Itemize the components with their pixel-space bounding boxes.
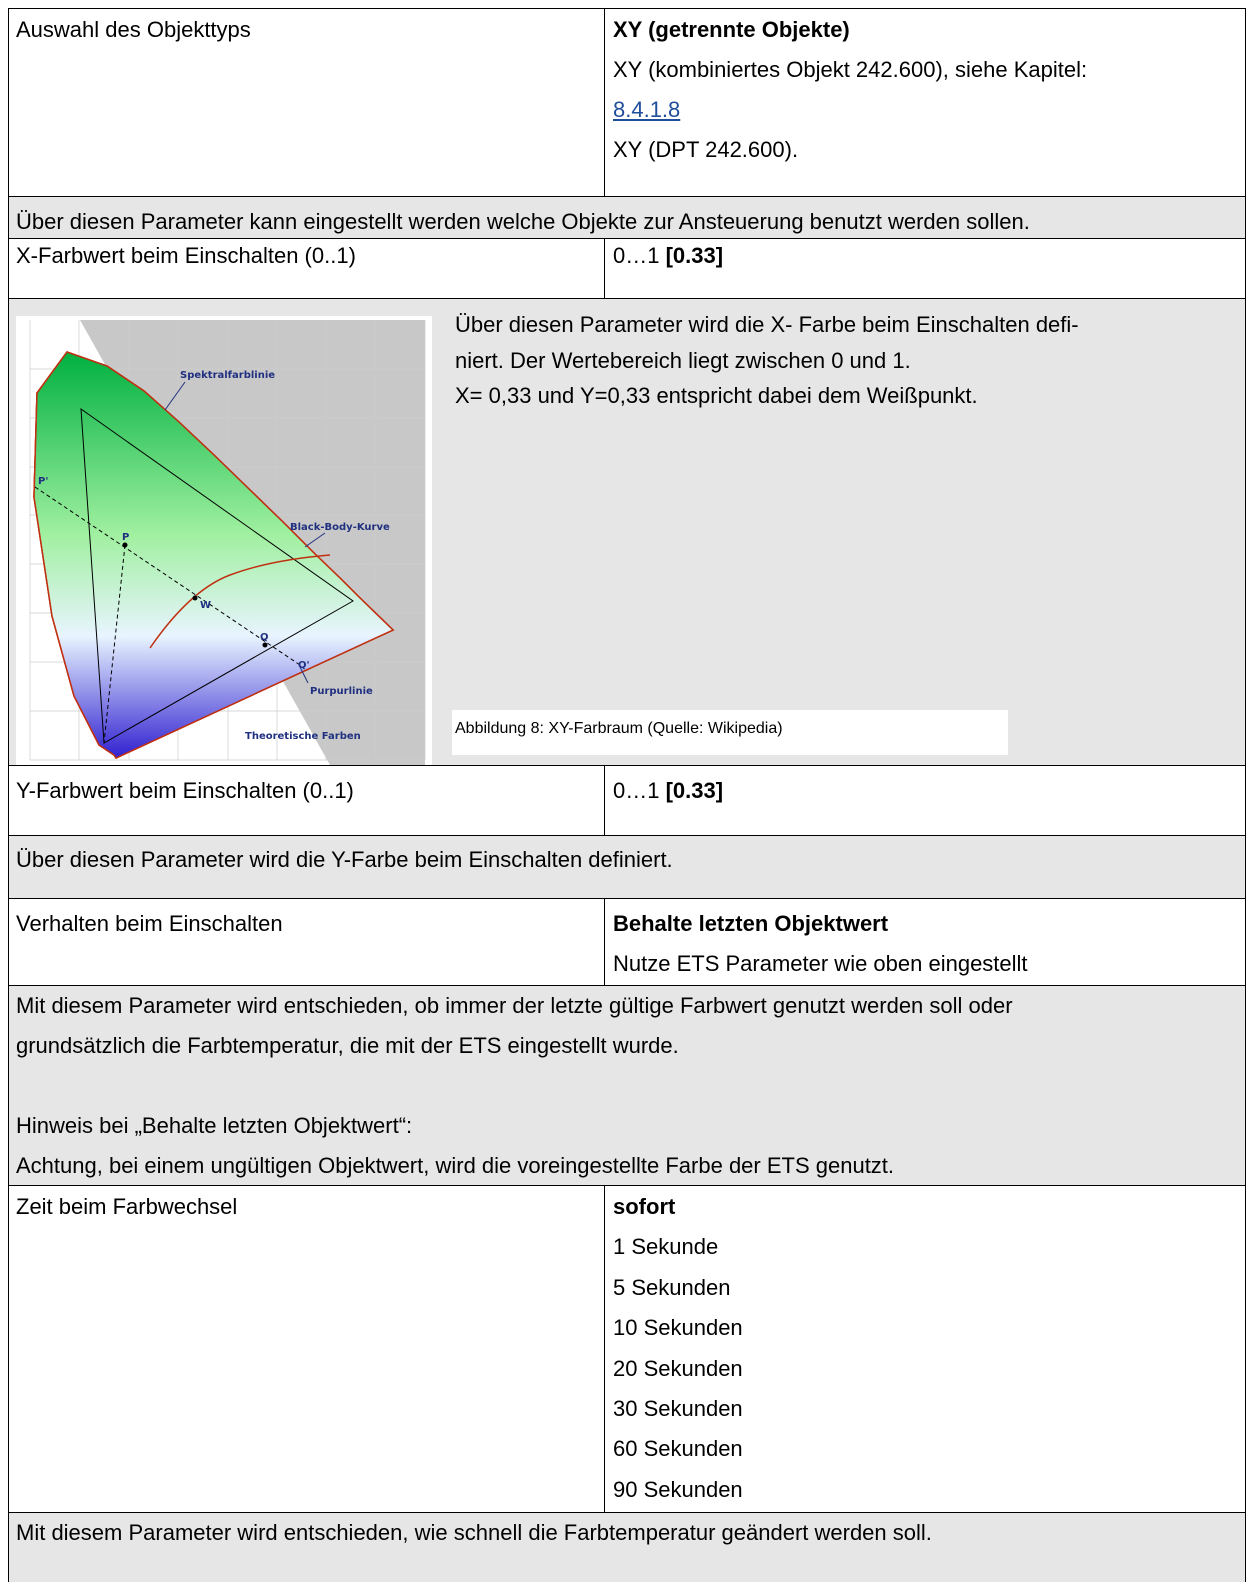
cell	[8, 1185, 605, 1513]
description: X= 0,33 und Y=0,33 entspricht dabei dem …	[455, 383, 978, 408]
option: 10 Sekunden	[613, 1315, 743, 1341]
parameter: Y-Farbwert beim Einschalten (0..1)	[16, 778, 354, 803]
range: 0…1	[613, 243, 660, 268]
description: Über diesen Parameter wird die X- Farbe …	[455, 312, 1079, 337]
parameter: Zeit beim Farbwechsel	[16, 1194, 238, 1219]
figure-label: Q'	[298, 660, 310, 671]
figure-label: P	[122, 532, 129, 543]
cie-diagram: Spektralfarblinie Black-Body-Kurve Purpu…	[16, 316, 432, 765]
parameter: Auswahl des Objekttyps	[16, 17, 251, 42]
link[interactable]: 8.4.1.8	[613, 97, 681, 122]
figure-label: Purpurlinie	[310, 686, 373, 697]
link[interactable]: 8.4.1.8	[613, 90, 680, 130]
figure-label: P'	[38, 476, 48, 487]
value: 0…1 [0.33]	[613, 236, 723, 276]
description: Mit diesem Parameter wird entschieden, o…	[16, 993, 1013, 1018]
figure-label: Black-Body-Kurve	[290, 522, 390, 533]
description: Über diesen Parameter kann eingestellt w…	[16, 209, 1030, 234]
option-default: sofort	[613, 1194, 676, 1219]
option-default: Behalte letzten Objektwert	[613, 911, 889, 936]
default: [0.33]	[665, 243, 724, 268]
cell	[8, 985, 1246, 1186]
description: niert. Der Wertebereich liegt zwischen 0…	[455, 348, 911, 373]
caption-box: Abbildung 8: XY-Farbraum (Quelle: Wikipe…	[452, 710, 1008, 755]
caption: Abbildung 8: XY-Farbraum (Quelle: Wikipe…	[455, 720, 783, 737]
parameter: X-Farbwert beim Einschalten (0..1)	[16, 243, 356, 268]
figure-label: Q	[260, 632, 269, 643]
parameter: Verhalten beim Einschalten	[16, 911, 283, 936]
option: 30 Sekunden	[613, 1396, 743, 1421]
option: XY (kombiniertes Objekt 242.600), siehe …	[613, 57, 1088, 82]
figure-label: Theoretische Farben	[245, 731, 361, 742]
option: 5 Sekunden	[613, 1274, 731, 1300]
option: 20 Sekunden	[613, 1355, 743, 1381]
default: [0.33]	[665, 778, 724, 803]
figure-label: Spektralfarblinie	[180, 370, 275, 381]
value: 0…1 [0.33]	[613, 771, 723, 811]
option: 90 Sekunden	[613, 1476, 743, 1502]
option: 60 Sekunden	[613, 1436, 743, 1462]
description: Über diesen Parameter wird die Y-Farbe b…	[16, 847, 673, 872]
figure-label: W	[200, 600, 211, 611]
option-default: XY (getrennte Objekte)	[613, 17, 850, 42]
description: grundsätzlich die Farbtemperatur, die mi…	[16, 1033, 679, 1058]
option: 1 Sekunde	[613, 1234, 719, 1260]
description: Hinweis bei „Behalte letzten Objektwert“…	[16, 1113, 413, 1138]
cell	[8, 835, 1246, 899]
cell	[8, 1512, 1246, 1582]
option: Nutze ETS Parameter wie oben eingestellt	[613, 951, 1028, 976]
description: Achtung, bei einem ungültigen Objektwert…	[16, 1153, 895, 1178]
description: Mit diesem Parameter wird entschieden, w…	[16, 1520, 932, 1545]
range: 0…1	[613, 778, 660, 803]
option: XY (DPT 242.600).	[613, 137, 799, 162]
